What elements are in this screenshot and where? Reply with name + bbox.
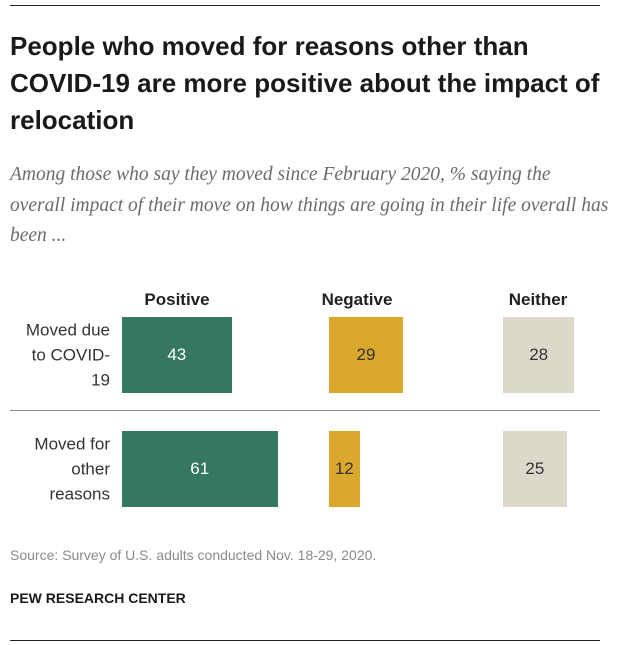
value-label: 29 <box>356 345 376 364</box>
chart-subtitle: Among those who say they moved since Feb… <box>10 164 609 246</box>
credit: PEW RESEARCH CENTER <box>10 590 186 606</box>
category-label: Moved for other reasons <box>34 434 110 504</box>
bar <box>503 431 567 507</box>
bar <box>329 317 403 393</box>
value-label: 28 <box>529 345 549 364</box>
value-label: 12 <box>334 459 354 478</box>
chart-title: People who moved for reasons other than … <box>10 31 600 135</box>
top-rule <box>10 5 600 6</box>
source-note: Source: Survey of U.S. adults conducted … <box>10 547 377 563</box>
bar <box>329 431 360 507</box>
value-label: 43 <box>167 345 187 364</box>
legend-label: Negative <box>321 290 393 309</box>
bar <box>503 317 575 393</box>
legend-label: Positive <box>144 290 210 309</box>
value-label: 25 <box>525 459 545 478</box>
bottom-rule <box>10 640 600 641</box>
legend-label: Neither <box>508 290 568 309</box>
value-label: 61 <box>190 459 210 478</box>
bar <box>122 317 232 393</box>
category-label: Moved due to COVID-19 <box>25 320 110 390</box>
row-separator <box>10 410 600 411</box>
bar <box>122 431 278 507</box>
